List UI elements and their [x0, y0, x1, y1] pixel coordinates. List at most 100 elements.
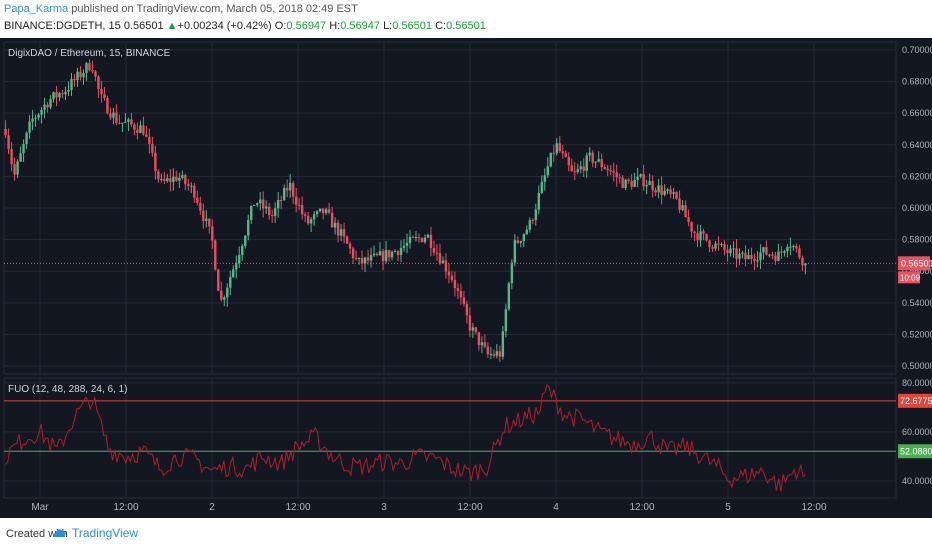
candle-body — [52, 92, 55, 100]
candle-body — [369, 255, 373, 261]
candle-body — [525, 229, 529, 235]
candle-body — [288, 183, 292, 191]
candle-body — [474, 327, 478, 333]
candle-body — [555, 143, 558, 154]
candle-body — [67, 89, 70, 92]
candle-body — [360, 257, 364, 264]
high-label: H: — [329, 20, 341, 32]
candle-body — [163, 178, 166, 181]
candle-body — [408, 236, 412, 243]
candle-body — [471, 327, 475, 331]
candle-body — [154, 152, 157, 172]
candle-body — [306, 215, 310, 224]
candle-body — [82, 73, 85, 78]
candle-body — [366, 257, 370, 261]
candle-body — [187, 184, 190, 186]
candle-body — [342, 229, 346, 237]
candle-body — [250, 205, 253, 221]
candle-body — [375, 253, 379, 256]
y-tick-label: 0.58000 — [902, 235, 932, 245]
candle-body — [792, 246, 795, 248]
candle-body — [79, 71, 82, 78]
candle-body — [681, 205, 684, 210]
candle-body — [139, 125, 142, 133]
oscillator-pane: FUO (12, 48, 288, 24, 6, 1) — [4, 383, 896, 492]
candle-body — [426, 234, 430, 238]
publish-info: Papa_Karma published on TradingView.com,… — [4, 3, 358, 15]
candle-body — [405, 242, 409, 246]
candle-body — [618, 177, 621, 179]
candle-body — [178, 178, 181, 181]
created-with-text: Created with — [6, 528, 68, 540]
candle-body — [690, 221, 693, 232]
candle-body — [157, 171, 160, 180]
candle-body — [94, 71, 97, 77]
author-link[interactable]: Papa_Karma — [4, 3, 69, 15]
x-tick-label: 4 — [553, 502, 559, 513]
candle-body — [591, 152, 594, 163]
candle-body — [444, 260, 448, 272]
candle-body — [492, 354, 496, 356]
candle-body — [699, 231, 702, 241]
open-label: O: — [274, 20, 287, 32]
candle-body — [762, 247, 765, 253]
candle-body — [73, 78, 76, 81]
grid-lines — [3, 41, 897, 499]
candle-body — [468, 315, 472, 331]
candle-body — [268, 206, 271, 216]
upper-band-badge — [898, 393, 932, 408]
tradingview-brand: TradingView — [72, 526, 139, 540]
candle-body — [726, 249, 729, 254]
candle-body — [363, 257, 367, 264]
open-value: 0.56947 — [286, 20, 327, 32]
candle-body — [672, 192, 675, 194]
candle-body — [567, 156, 570, 166]
candle-body — [166, 178, 169, 181]
candle-body — [232, 269, 235, 278]
candle-body — [64, 91, 67, 95]
candle-body — [118, 123, 121, 125]
candle-body — [235, 263, 238, 270]
candle-body — [612, 171, 615, 173]
candle-body — [184, 175, 187, 185]
y-tick-label: 0.62000 — [902, 171, 932, 181]
candle-body — [262, 199, 265, 209]
lower-band-label: 52.0880 — [900, 446, 932, 456]
candle-body — [780, 251, 783, 253]
candle-body — [285, 187, 289, 191]
candle-body — [777, 251, 780, 261]
countdown-badge — [898, 271, 920, 284]
candle-body — [151, 144, 154, 153]
candle-body — [693, 231, 696, 234]
candle-body — [256, 203, 259, 205]
candle-body — [615, 172, 618, 178]
y-tick-label: 0.66000 — [902, 108, 932, 118]
chart-area[interactable]: DigixDAO / Ethereum, 15, BINANCE FUO (12… — [0, 38, 932, 518]
last-price-badge — [898, 256, 930, 271]
candle-body — [372, 253, 376, 256]
candle-body — [522, 234, 526, 242]
candle-body — [273, 208, 277, 216]
candle-body — [321, 208, 325, 213]
candle-body — [537, 192, 540, 210]
candle-body — [61, 93, 64, 95]
chart-title: DigixDAO / Ethereum, 15, BINANCE — [8, 48, 171, 59]
candle-body — [294, 196, 298, 205]
oscillator-line — [5, 383, 806, 492]
candle-body — [582, 166, 585, 171]
last-price-label: 0.56501 — [901, 258, 932, 268]
candle-body — [253, 204, 256, 206]
candle-body — [16, 161, 19, 175]
candle-body — [483, 342, 487, 347]
candle-body — [576, 169, 579, 173]
tradingview-logo[interactable]: TradingView — [52, 526, 138, 540]
candle-body — [579, 166, 582, 170]
candle-body — [504, 309, 508, 332]
candle-body — [423, 237, 427, 242]
candle-body — [348, 243, 352, 249]
candle-body — [357, 257, 361, 259]
chart-canvas[interactable]: DigixDAO / Ethereum, 15, BINANCE FUO (12… — [0, 38, 932, 518]
oscillator-pane-frame — [3, 377, 897, 499]
candle-body — [190, 185, 193, 187]
candle-body — [327, 209, 331, 213]
